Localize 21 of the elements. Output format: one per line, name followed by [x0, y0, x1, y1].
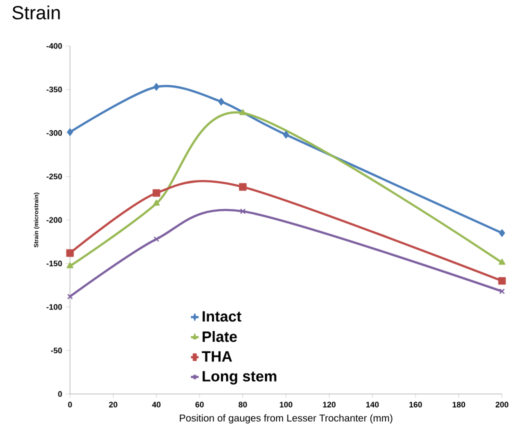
point: [218, 98, 224, 106]
legend-label: Plate: [202, 331, 237, 342]
point: [240, 208, 246, 214]
point: [66, 262, 74, 268]
legend-label: Long stem: [202, 371, 276, 385]
point: [239, 109, 246, 116]
chart-title: Strain: [12, 6, 60, 20]
point: [154, 236, 160, 242]
point: [66, 249, 74, 257]
x-axis-title: Position of gauges from Lesser Trochanter (mm): [180, 414, 392, 424]
point: [239, 183, 247, 191]
point: [498, 258, 506, 265]
point: [498, 277, 506, 285]
legend-label: THA: [202, 351, 232, 362]
point: [499, 229, 505, 237]
point: [67, 128, 73, 136]
point: [152, 189, 160, 197]
point: [153, 83, 160, 91]
point: [283, 130, 289, 139]
legend-label: Intact: [202, 311, 242, 322]
point: [153, 200, 160, 206]
